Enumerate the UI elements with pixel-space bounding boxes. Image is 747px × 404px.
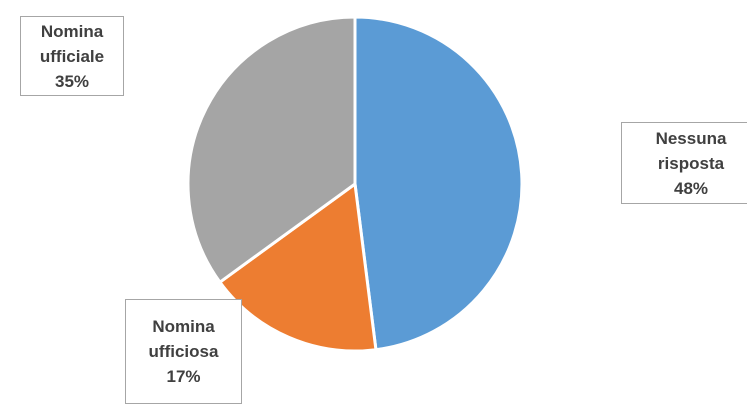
slice-label-line: Nomina — [152, 317, 215, 336]
slice-nessuna-risposta — [353, 15, 524, 352]
slice-label-nessuna-risposta: Nessuna risposta 48% — [621, 122, 747, 204]
slice-percent: 48% — [673, 178, 709, 198]
pie-slices — [186, 15, 524, 353]
slice-label-nomina-ufficiosa: Nomina ufficiosa 17% — [125, 299, 242, 404]
slice-label-line: ufficiosa — [148, 342, 219, 361]
slice-percent: 17% — [166, 367, 201, 386]
slice-percent: 35% — [54, 71, 90, 91]
slice-label-line: Nomina — [40, 21, 104, 41]
slice-label-nomina-ufficiale: Nomina ufficiale 35% — [20, 16, 124, 96]
slice-nomina-ufficiale — [186, 15, 357, 284]
slice-label-line: Nessuna — [655, 128, 727, 148]
slice-label-line: risposta — [657, 153, 725, 173]
slice-nomina-ufficiosa — [218, 182, 378, 353]
slice-label-line: ufficiale — [39, 46, 105, 66]
